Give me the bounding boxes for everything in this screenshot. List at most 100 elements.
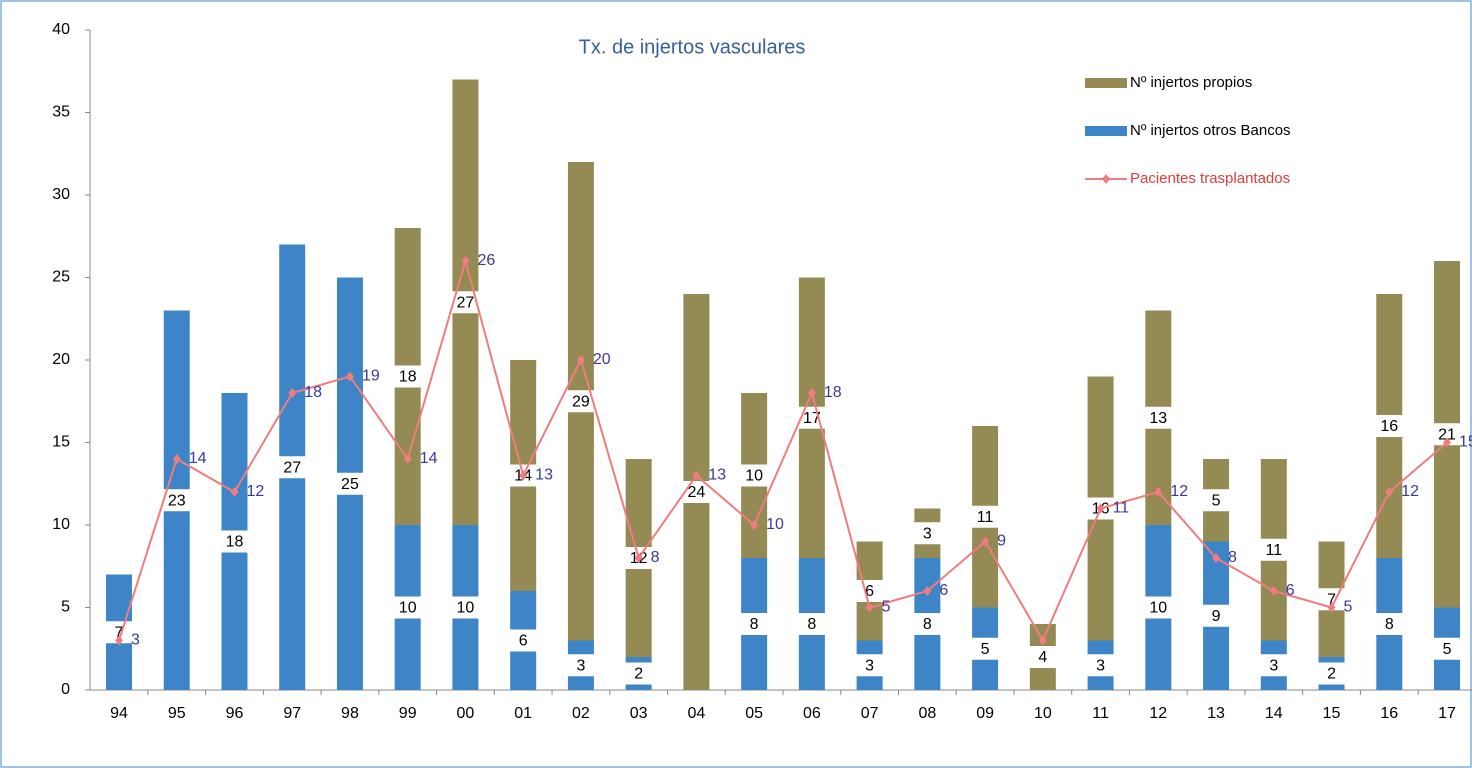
line-value-label: 12	[1401, 483, 1419, 500]
x-tick-label: 05	[745, 705, 763, 722]
value-label: 13	[1149, 410, 1167, 427]
value-label-bg	[1374, 613, 1405, 635]
line-marker	[807, 388, 816, 398]
value-label-bg	[1432, 423, 1463, 446]
value-label: 8	[1385, 616, 1394, 633]
x-tick-label: 01	[514, 705, 532, 722]
line-marker	[461, 256, 470, 266]
value-label-bg	[104, 621, 134, 644]
line-value-label: 13	[708, 467, 726, 484]
x-tick-label: 98	[341, 705, 359, 722]
value-label-bg	[854, 654, 885, 677]
x-tick-label: 96	[226, 705, 244, 722]
line-marker	[115, 635, 123, 646]
y-tick-label: 15	[52, 434, 70, 451]
line-marker	[172, 454, 181, 464]
value-label-bg	[565, 654, 596, 677]
line-value-label: 9	[997, 533, 1006, 550]
line-marker	[1096, 503, 1105, 514]
value-label-bg	[854, 580, 885, 602]
line-marker	[1038, 635, 1047, 646]
value-label: 18	[226, 534, 244, 551]
value-label: 8	[923, 616, 932, 633]
line-value-label: 6	[939, 582, 948, 599]
value-label: 25	[341, 476, 359, 493]
x-tick-label: 13	[1207, 705, 1225, 722]
line-value-label: 18	[824, 384, 842, 401]
line-marker	[1269, 586, 1278, 596]
x-tick-label: 09	[976, 705, 994, 722]
value-label-bg	[1143, 406, 1174, 429]
value-label: 2	[1327, 666, 1336, 683]
value-label-bg	[1374, 415, 1405, 437]
line-value-label: 6	[1286, 582, 1295, 599]
value-label-bg	[1258, 538, 1289, 561]
line-marker	[519, 470, 528, 481]
value-label-bg	[1085, 654, 1116, 677]
legend-label: Nº injertos otros Bancos	[1130, 122, 1291, 139]
x-tick-label: 10	[1034, 705, 1052, 722]
line-marker	[345, 371, 354, 382]
line-value-label: 11	[1113, 500, 1130, 517]
line-value-label: 14	[189, 450, 207, 467]
value-label: 10	[745, 468, 763, 485]
value-label-bg	[1432, 637, 1463, 660]
value-label-bg	[739, 613, 770, 635]
value-label-bg	[912, 613, 943, 635]
line-value-label: 5	[1344, 599, 1353, 616]
line-marker	[692, 470, 701, 481]
value-label-bg	[392, 365, 423, 388]
value-label: 27	[457, 294, 475, 311]
y-tick-label: 40	[52, 21, 70, 38]
value-label-bg	[334, 472, 365, 495]
value-label-bg	[1316, 662, 1347, 685]
x-tick-label: 11	[1092, 705, 1109, 722]
line-value-label: 26	[477, 252, 495, 269]
value-label: 29	[572, 393, 590, 410]
value-label: 8	[807, 616, 816, 633]
line-value-label: 15	[1459, 434, 1472, 451]
value-label-bg	[1258, 654, 1289, 677]
value-label: 10	[399, 600, 417, 617]
y-tick-label: 25	[52, 269, 70, 286]
chart-title: Tx. de injertos vasculares	[579, 36, 806, 58]
value-label-bg	[219, 530, 250, 553]
line-marker	[865, 602, 874, 613]
line-marker	[923, 586, 932, 596]
value-label: 3	[1269, 657, 1278, 674]
line-marker	[288, 388, 297, 398]
line	[118, 257, 1448, 643]
value-label-bg	[796, 613, 827, 635]
value-label: 10	[1149, 600, 1167, 617]
value-label: 17	[803, 410, 821, 427]
value-label: 7	[115, 624, 124, 641]
value-label-bg	[1143, 596, 1174, 619]
line-value-label: 18	[304, 384, 322, 401]
line-marker	[403, 454, 412, 464]
value-label-bg	[392, 596, 423, 619]
x-tick-label: 08	[918, 705, 936, 722]
value-label: 3	[576, 657, 585, 674]
value-label-bg	[450, 596, 481, 619]
legend-swatch	[1085, 126, 1127, 136]
line-value-label: 19	[362, 368, 380, 385]
value-label-bg	[970, 505, 1001, 528]
y-tick-label: 0	[61, 681, 70, 698]
line-marker	[634, 553, 643, 563]
line-marker	[981, 536, 990, 547]
x-tick-label: 04	[688, 705, 706, 722]
x-tick-label: 16	[1380, 705, 1398, 722]
legend-swatch	[1085, 78, 1127, 88]
value-label: 8	[750, 616, 759, 633]
value-label-bg	[277, 456, 308, 479]
value-label-bg	[739, 464, 770, 487]
line-value-label: 8	[651, 549, 660, 566]
value-label: 5	[1443, 641, 1452, 658]
value-label: 11	[1265, 542, 1282, 559]
line-value-label: 20	[593, 351, 611, 368]
y-tick-label: 35	[52, 104, 70, 121]
x-tick-label: 06	[803, 705, 821, 722]
line-marker	[1212, 553, 1221, 563]
y-tick-label: 5	[61, 599, 70, 616]
